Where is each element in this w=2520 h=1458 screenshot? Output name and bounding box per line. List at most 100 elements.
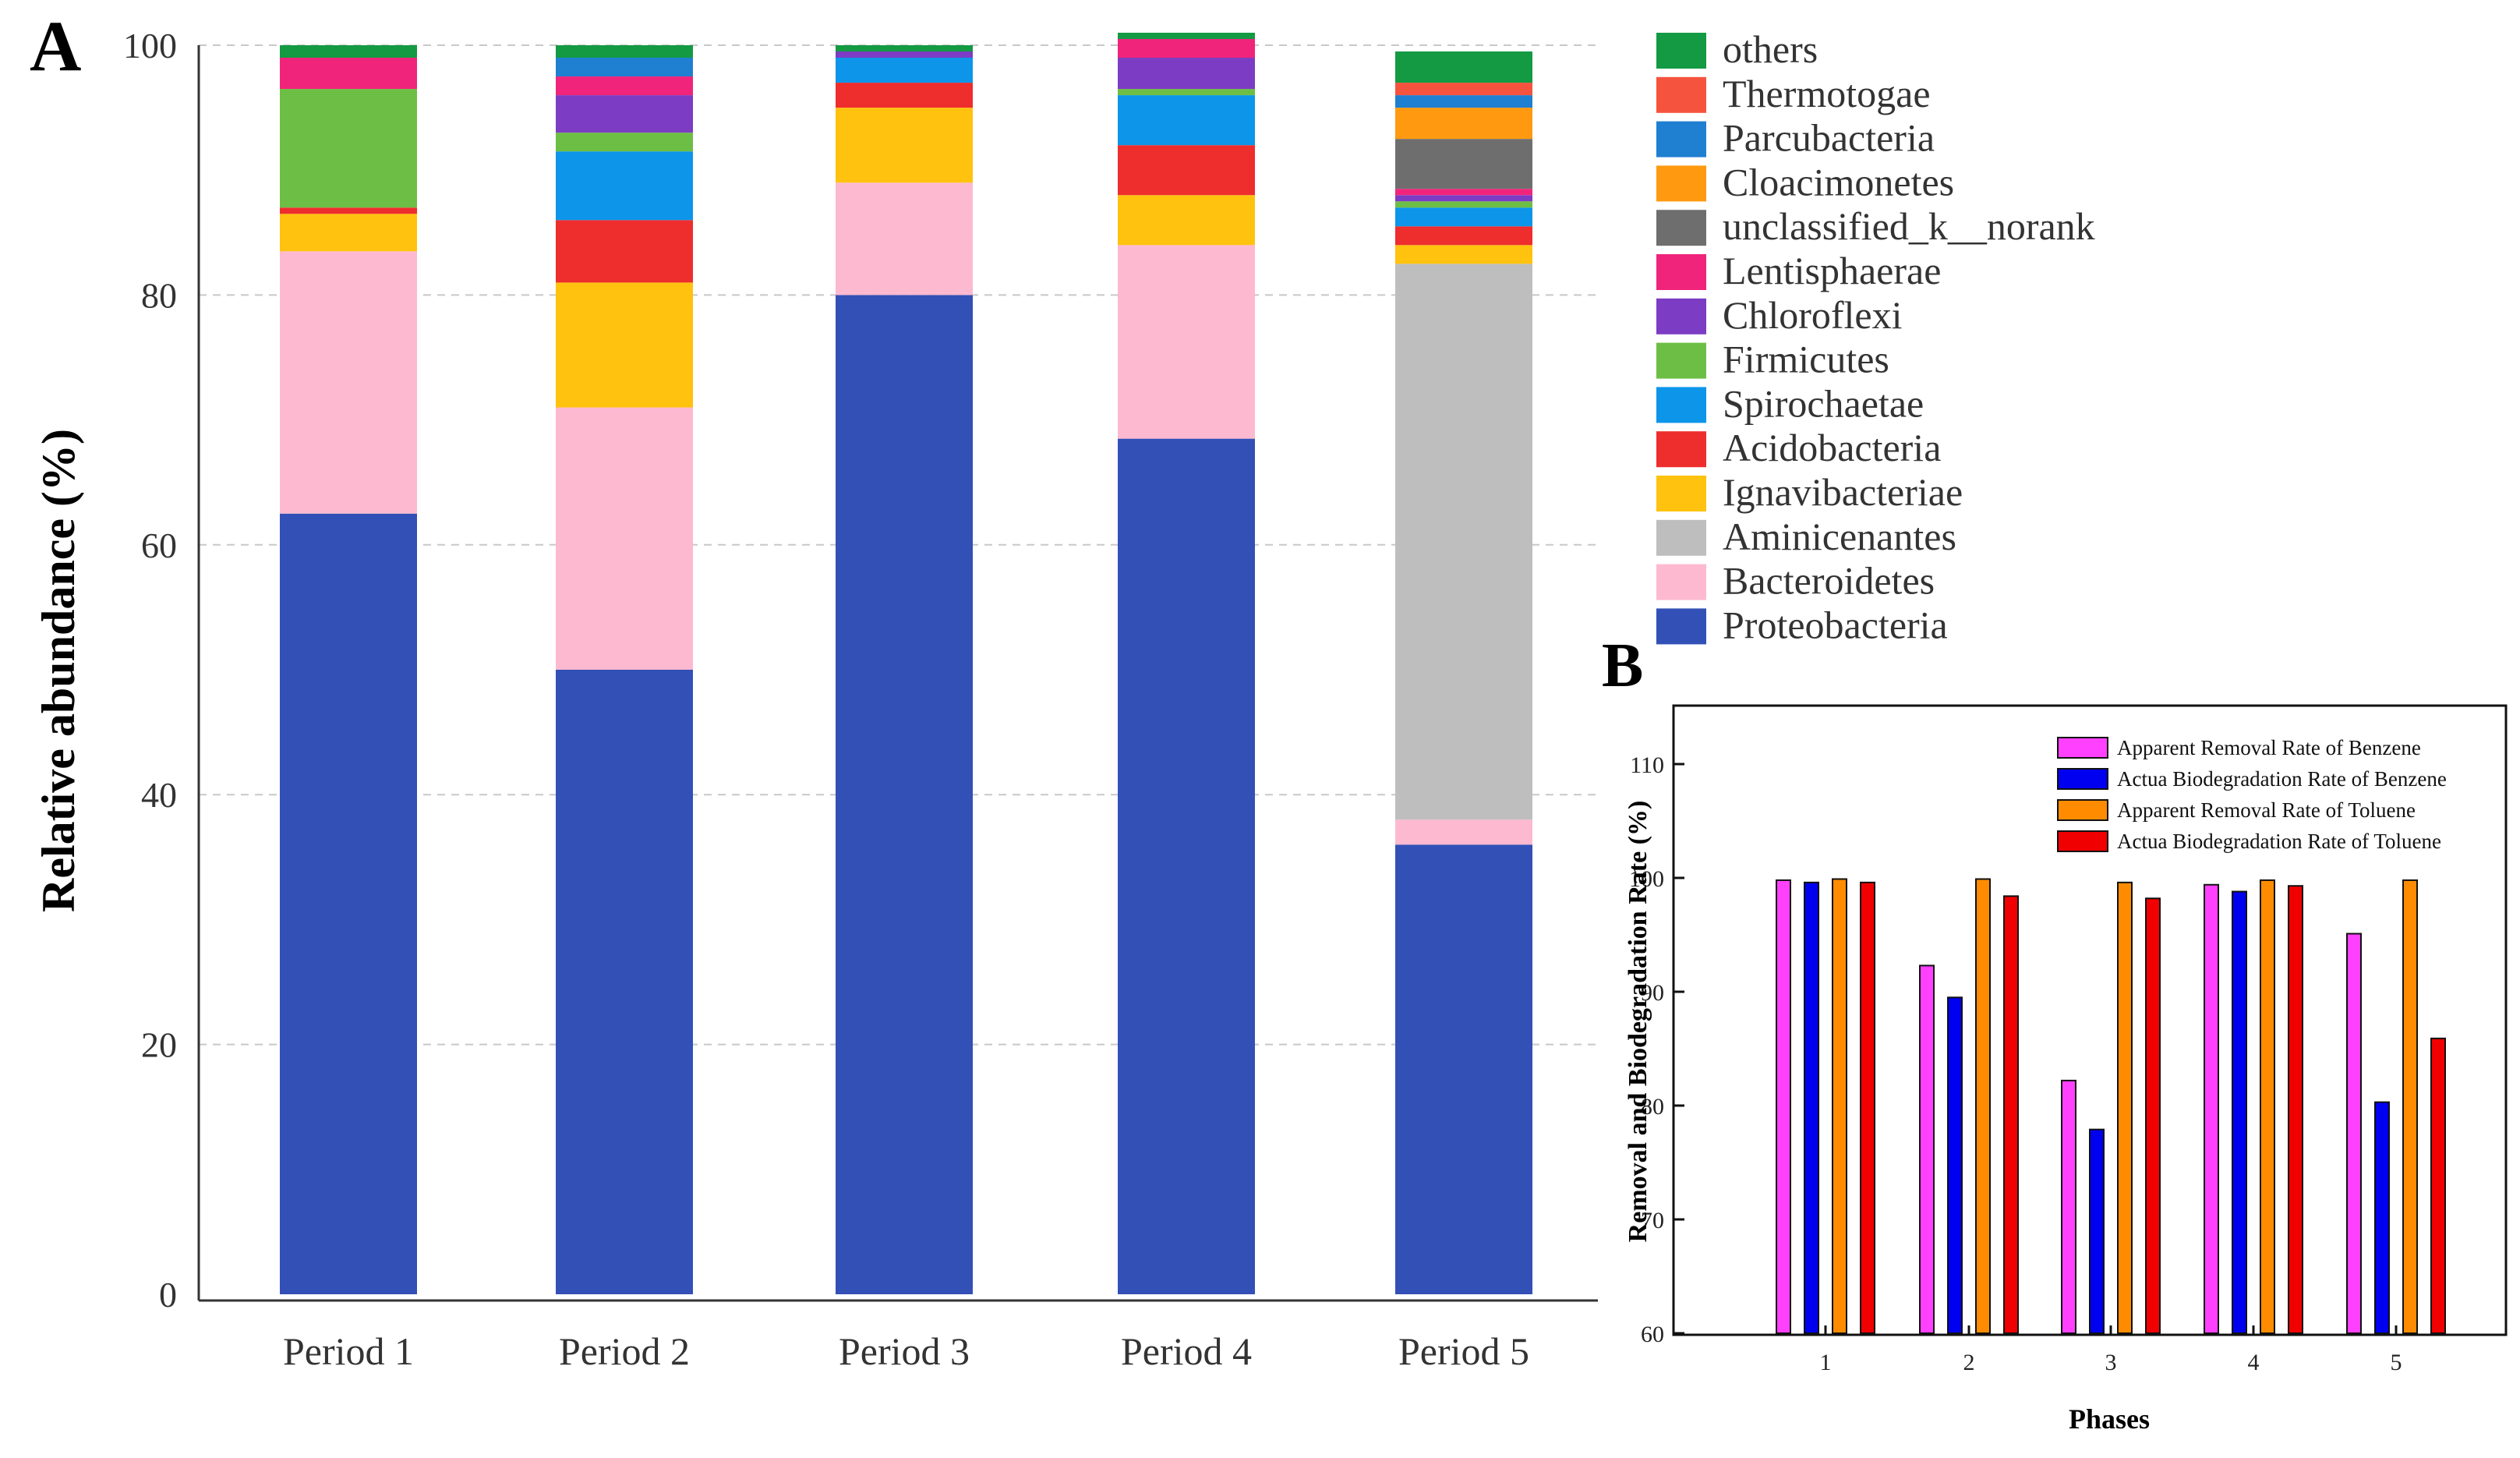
- y-tick-label: 80: [1641, 1094, 1664, 1120]
- bar-segment-proteobacteria: [1118, 438, 1255, 1294]
- y-tick-label: 60: [141, 526, 177, 565]
- legend-item-others: others: [1656, 27, 1818, 71]
- legend-swatch: [1656, 121, 1706, 157]
- panel-b: B 60 70 80 90 100 110 1 2 3 4 5 Phases Removal an…: [1602, 632, 2508, 1435]
- legend-item-spirochaetae: Spirochaetae: [1656, 381, 1924, 425]
- bar-segment-proteobacteria: [556, 670, 693, 1294]
- legend-swatch: [1656, 519, 1706, 556]
- legend-label: Aminicenantes: [1723, 515, 1956, 558]
- bar-segment-firmicutes: [1395, 201, 1532, 208]
- bar-apparent-removal-rate-of-toluene: [2402, 879, 2418, 1335]
- legend-item-actua-biodegradation-rate-of-benzene: Actua Biodegradation Rate of Benzene: [2057, 767, 2447, 791]
- bar-actua-biodegradation-rate-of-toluene: [2145, 897, 2161, 1334]
- y-tick-label: 40: [141, 775, 177, 815]
- legend-item-lentisphaerae: Lentisphaerae: [1656, 249, 1941, 292]
- bar-segment-chloroflexi: [556, 95, 693, 133]
- x-tick-label: 2: [1963, 1350, 1975, 1375]
- y-tick-label: 20: [141, 1025, 177, 1065]
- panel-a-letter: A: [30, 6, 81, 86]
- panel-b-plot-frame: [1672, 704, 2508, 1336]
- legend-label: unclassified_k__norank: [1723, 204, 2095, 248]
- bar-apparent-removal-rate-of-benzene: [2061, 1079, 2076, 1334]
- bar-segment-spirochaetae: [1395, 207, 1532, 227]
- x-tick-label: 1: [1820, 1350, 1832, 1375]
- bar-segment-bacteroidetes: [1395, 819, 1532, 845]
- bar-segment-acidobacteria: [1395, 226, 1532, 246]
- bar-segment-thermotogae: [1395, 83, 1532, 96]
- bar-actua-biodegradation-rate-of-benzene: [1804, 881, 1819, 1334]
- y-tick-label: 0: [159, 1275, 177, 1315]
- stacked-bar-period-2: [556, 45, 693, 1294]
- bar-segment-firmicutes: [280, 89, 417, 208]
- legend-swatch: [1656, 165, 1706, 202]
- legend-swatch: [2057, 830, 2108, 852]
- panel-b-legend: Apparent Removal Rate of Benzene Actua Bi…: [2057, 736, 2447, 853]
- bar-segment-spirochaetae: [556, 151, 693, 221]
- y-tick-label: 90: [1641, 980, 1664, 1006]
- bar-actua-biodegradation-rate-of-benzene: [1947, 996, 1963, 1335]
- bar-segment-ignavibacteriae: [280, 214, 417, 252]
- legend-label: Chloroflexi: [1723, 293, 1903, 337]
- legend-swatch: [1656, 564, 1706, 600]
- legend-item-bacteroidetes: Bacteroidetes: [1656, 559, 1935, 603]
- legend-item-unclassified-k-norank: unclassified_k__norank: [1656, 204, 2095, 248]
- panel-b-x-axis-label: Phases: [2069, 1403, 2150, 1435]
- legend-item-parcubacteria: Parcubacteria: [1656, 116, 1935, 160]
- bar-actua-biodegradation-rate-of-benzene: [2374, 1101, 2390, 1334]
- bar-apparent-removal-rate-of-toluene: [1832, 878, 1847, 1334]
- bar-segment-ignavibacteriae: [1118, 195, 1255, 246]
- legend-swatch: [1656, 342, 1706, 379]
- bar-segment-proteobacteria: [280, 513, 417, 1294]
- bar-apparent-removal-rate-of-toluene: [1975, 878, 1991, 1334]
- y-tick-label: 70: [1641, 1208, 1664, 1233]
- legend-label: Spirochaetae: [1723, 381, 1924, 425]
- legend-label: Lentisphaerae: [1723, 249, 1941, 292]
- bar-segment-aminicenantes: [1395, 264, 1532, 820]
- bar-segment-others: [1118, 32, 1255, 39]
- panel-b-bars: [1776, 878, 2446, 1335]
- bar-segment-cloacimonetes: [1395, 108, 1532, 140]
- bar-actua-biodegradation-rate-of-benzene: [2089, 1128, 2105, 1335]
- y-tick-label: 100: [123, 26, 177, 65]
- legend-label: Actua Biodegradation Rate of Toluene: [2117, 830, 2441, 853]
- legend-item-thermotogae: Thermotogae: [1656, 72, 1931, 115]
- bar-segment-chloroflexi: [1395, 195, 1532, 202]
- legend-label: Parcubacteria: [1723, 116, 1935, 160]
- legend-label: Actua Biodegradation Rate of Benzene: [2117, 767, 2447, 791]
- bar-apparent-removal-rate-of-benzene: [2204, 883, 2219, 1334]
- legend-item-firmicutes: Firmicutes: [1656, 338, 1889, 381]
- x-tick-label: Period 1: [283, 1329, 414, 1373]
- legend-swatch: [1656, 431, 1706, 468]
- bar-segment-spirochaetae: [836, 58, 973, 83]
- bar-segment-ignavibacteriae: [556, 282, 693, 408]
- legend-label: Cloacimonetes: [1723, 160, 1954, 203]
- bar-apparent-removal-rate-of-benzene: [1776, 879, 1791, 1335]
- bar-segment-lentisphaerae: [1118, 38, 1255, 58]
- bar-segment-bacteroidetes: [280, 251, 417, 514]
- bar-segment-others: [836, 45, 973, 52]
- x-tick-label: 4: [2248, 1350, 2260, 1375]
- bar-segment-lentisphaerae: [280, 58, 417, 90]
- bar-segment-acidobacteria: [280, 207, 417, 214]
- bar-actua-biodegradation-rate-of-toluene: [1860, 881, 1875, 1334]
- bar-segment-proteobacteria: [836, 295, 973, 1294]
- legend-label: Thermotogae: [1723, 72, 1931, 115]
- bar-segment-acidobacteria: [836, 83, 973, 108]
- panel-b-x-ticks: 1 2 3 4 5: [1820, 1325, 2402, 1375]
- panel-a-bars: [280, 32, 1532, 1294]
- bar-segment-bacteroidetes: [1118, 245, 1255, 439]
- bar-group-phase-5: [2346, 879, 2446, 1335]
- bar-group-phase-3: [2061, 881, 2161, 1335]
- y-tick-label: 100: [1629, 866, 1664, 892]
- legend-item-chloroflexi: Chloroflexi: [1656, 293, 1903, 337]
- legend-swatch: [1656, 254, 1706, 290]
- bar-segment-spirochaetae: [1118, 95, 1255, 146]
- legend-item-aminicenantes: Aminicenantes: [1656, 515, 1956, 558]
- legend-swatch: [1656, 608, 1706, 645]
- bar-segment-proteobacteria: [1395, 844, 1532, 1294]
- stacked-bar-period-5: [1395, 51, 1532, 1294]
- panel-a-y-tick-labels: 0 20 40 60 80 100: [123, 26, 177, 1315]
- legend-label: Ignavibacteriae: [1723, 470, 1963, 514]
- y-tick-label: 60: [1641, 1322, 1664, 1347]
- y-tick-label: 110: [1630, 752, 1664, 778]
